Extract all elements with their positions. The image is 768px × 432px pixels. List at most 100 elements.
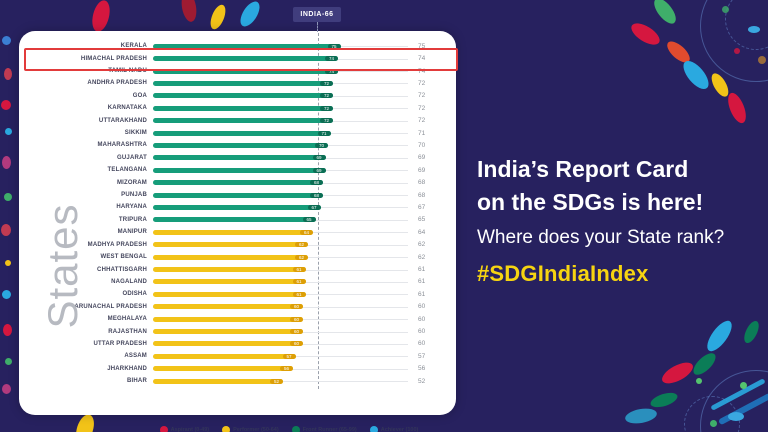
state-label: SIKKIM (124, 130, 147, 137)
rows: KERALA 75 75 HIMACHAL PRADESH 74 74 TAMIL NADU… (19, 40, 456, 387)
corner-decoration-bottom-right (620, 300, 768, 432)
bar-value-cap: 69 (312, 167, 326, 173)
state-bar: 61 (153, 279, 306, 285)
fish-icon (728, 412, 744, 421)
state-value: 61 (418, 290, 426, 298)
state-row: KERALA 75 75 (19, 40, 456, 52)
state-row: TELANGANA 69 69 (19, 164, 456, 176)
bar-track: 64 (153, 226, 408, 238)
state-bar: 61 (153, 291, 306, 297)
legend-label: Aspirant (0-49) (170, 427, 210, 432)
bar-track: 67 (153, 201, 408, 213)
bar-track: 69 (153, 152, 408, 164)
state-label: TAMIL NADU (108, 68, 147, 75)
state-bar: 56 (153, 366, 293, 372)
bar-value-cap: 61 (292, 279, 306, 285)
bar-track: 60 (153, 325, 408, 337)
state-value: 57 (418, 352, 426, 360)
bar-value-cap: 52 (270, 378, 283, 384)
legend-item: Aspirant (0-49) (159, 426, 210, 432)
state-label: MIZORAM (116, 179, 147, 186)
bar-value-cap: 68 (310, 180, 323, 186)
state-row: NAGALAND 61 61 (19, 276, 456, 288)
state-label: RAJASTHAN (108, 328, 147, 335)
bar-value-cap: 72 (320, 93, 333, 99)
state-value: 74 (418, 67, 426, 75)
bar-track: 57 (153, 350, 408, 362)
legend-label: Achiever (100) (380, 427, 419, 432)
corner-decoration-top-right (627, 0, 768, 150)
bar-value-cap: 57 (282, 353, 296, 359)
bar-track: 74 (153, 65, 408, 77)
state-value: 72 (418, 79, 426, 87)
state-value: 61 (418, 278, 426, 286)
bar-value-cap: 61 (292, 267, 306, 273)
petal-decoration (179, 0, 199, 23)
state-bar: 60 (153, 304, 303, 310)
state-bar: 52 (153, 378, 283, 384)
bar-value-cap: 60 (290, 316, 303, 322)
bar-track: 60 (153, 301, 408, 313)
state-bar: 60 (153, 341, 303, 347)
state-label: JHARKHAND (107, 365, 147, 372)
bar-track: 52 (153, 375, 408, 387)
y-axis-label: States (39, 203, 86, 329)
bar-track: 65 (153, 214, 408, 226)
state-row: MEGHALAYA 60 60 (19, 313, 456, 325)
state-bar: 71 (153, 130, 331, 136)
state-label: UTTARAKHAND (98, 117, 147, 124)
petal-decoration (89, 0, 113, 34)
state-label: MANIPUR (117, 229, 147, 236)
bar-value-cap: 64 (300, 229, 313, 235)
bar-value-cap: 72 (320, 105, 333, 111)
reference-line-stub (317, 22, 318, 32)
bar-track: 61 (153, 263, 408, 275)
state-bar: 72 (153, 80, 333, 86)
state-value: 60 (418, 340, 426, 348)
legend-label: Performer (50-64) (233, 427, 279, 432)
state-row: KARNATAKA 72 72 (19, 102, 456, 114)
state-label: MAHARASHTRA (97, 142, 147, 149)
bar-value-cap: 71 (317, 130, 331, 136)
state-label: ANDHRA PRADESH (87, 80, 147, 87)
bar-track: 62 (153, 239, 408, 251)
india-score-badge: INDIA-66 (293, 7, 341, 22)
state-bar: 57 (153, 353, 296, 359)
state-row: SIKKIM 71 71 (19, 127, 456, 139)
bar-track: 70 (153, 139, 408, 151)
bar-track: 71 (153, 127, 408, 139)
state-value: 67 (418, 203, 426, 211)
state-bar: 62 (153, 254, 308, 260)
state-label: GUJARAT (117, 154, 147, 161)
state-bar: 70 (153, 142, 328, 148)
state-bar: 72 (153, 93, 333, 99)
state-row: MIZORAM 68 68 (19, 176, 456, 188)
state-value: 61 (418, 266, 426, 274)
promo-panel: India’s Report Card on the SDGs is here!… (477, 153, 757, 287)
state-value: 72 (418, 92, 426, 100)
promo-title-line2: on the SDGs is here! (477, 188, 704, 215)
state-value: 71 (418, 129, 426, 137)
bar-value-cap: 69 (312, 155, 326, 161)
state-bar: 74 (153, 56, 338, 62)
state-row: TRIPURA 65 65 (19, 214, 456, 226)
legend: Aspirant (0-49) Performer (50-64) Front Ru… (139, 426, 439, 432)
state-row: CHHATTISGARH 61 61 (19, 263, 456, 275)
bar-value-cap: 62 (295, 242, 308, 248)
state-row: ANDHRA PRADESH 72 72 (19, 77, 456, 89)
legend-item: Performer (50-64) (222, 426, 279, 432)
state-bar: 64 (153, 229, 313, 235)
bar-value-cap: 72 (320, 118, 333, 124)
state-label: ASSAM (124, 353, 147, 360)
state-bar: 61 (153, 267, 306, 273)
bar-value-cap: 74 (325, 68, 338, 74)
state-bar: 60 (153, 329, 303, 335)
bar-track: 62 (153, 251, 408, 263)
bar-value-cap: 56 (280, 366, 293, 372)
state-value: 72 (418, 104, 426, 112)
state-bar: 69 (153, 155, 326, 161)
bar-value-cap: 60 (290, 329, 303, 335)
state-value: 62 (418, 253, 426, 261)
state-value: 75 (418, 42, 426, 50)
